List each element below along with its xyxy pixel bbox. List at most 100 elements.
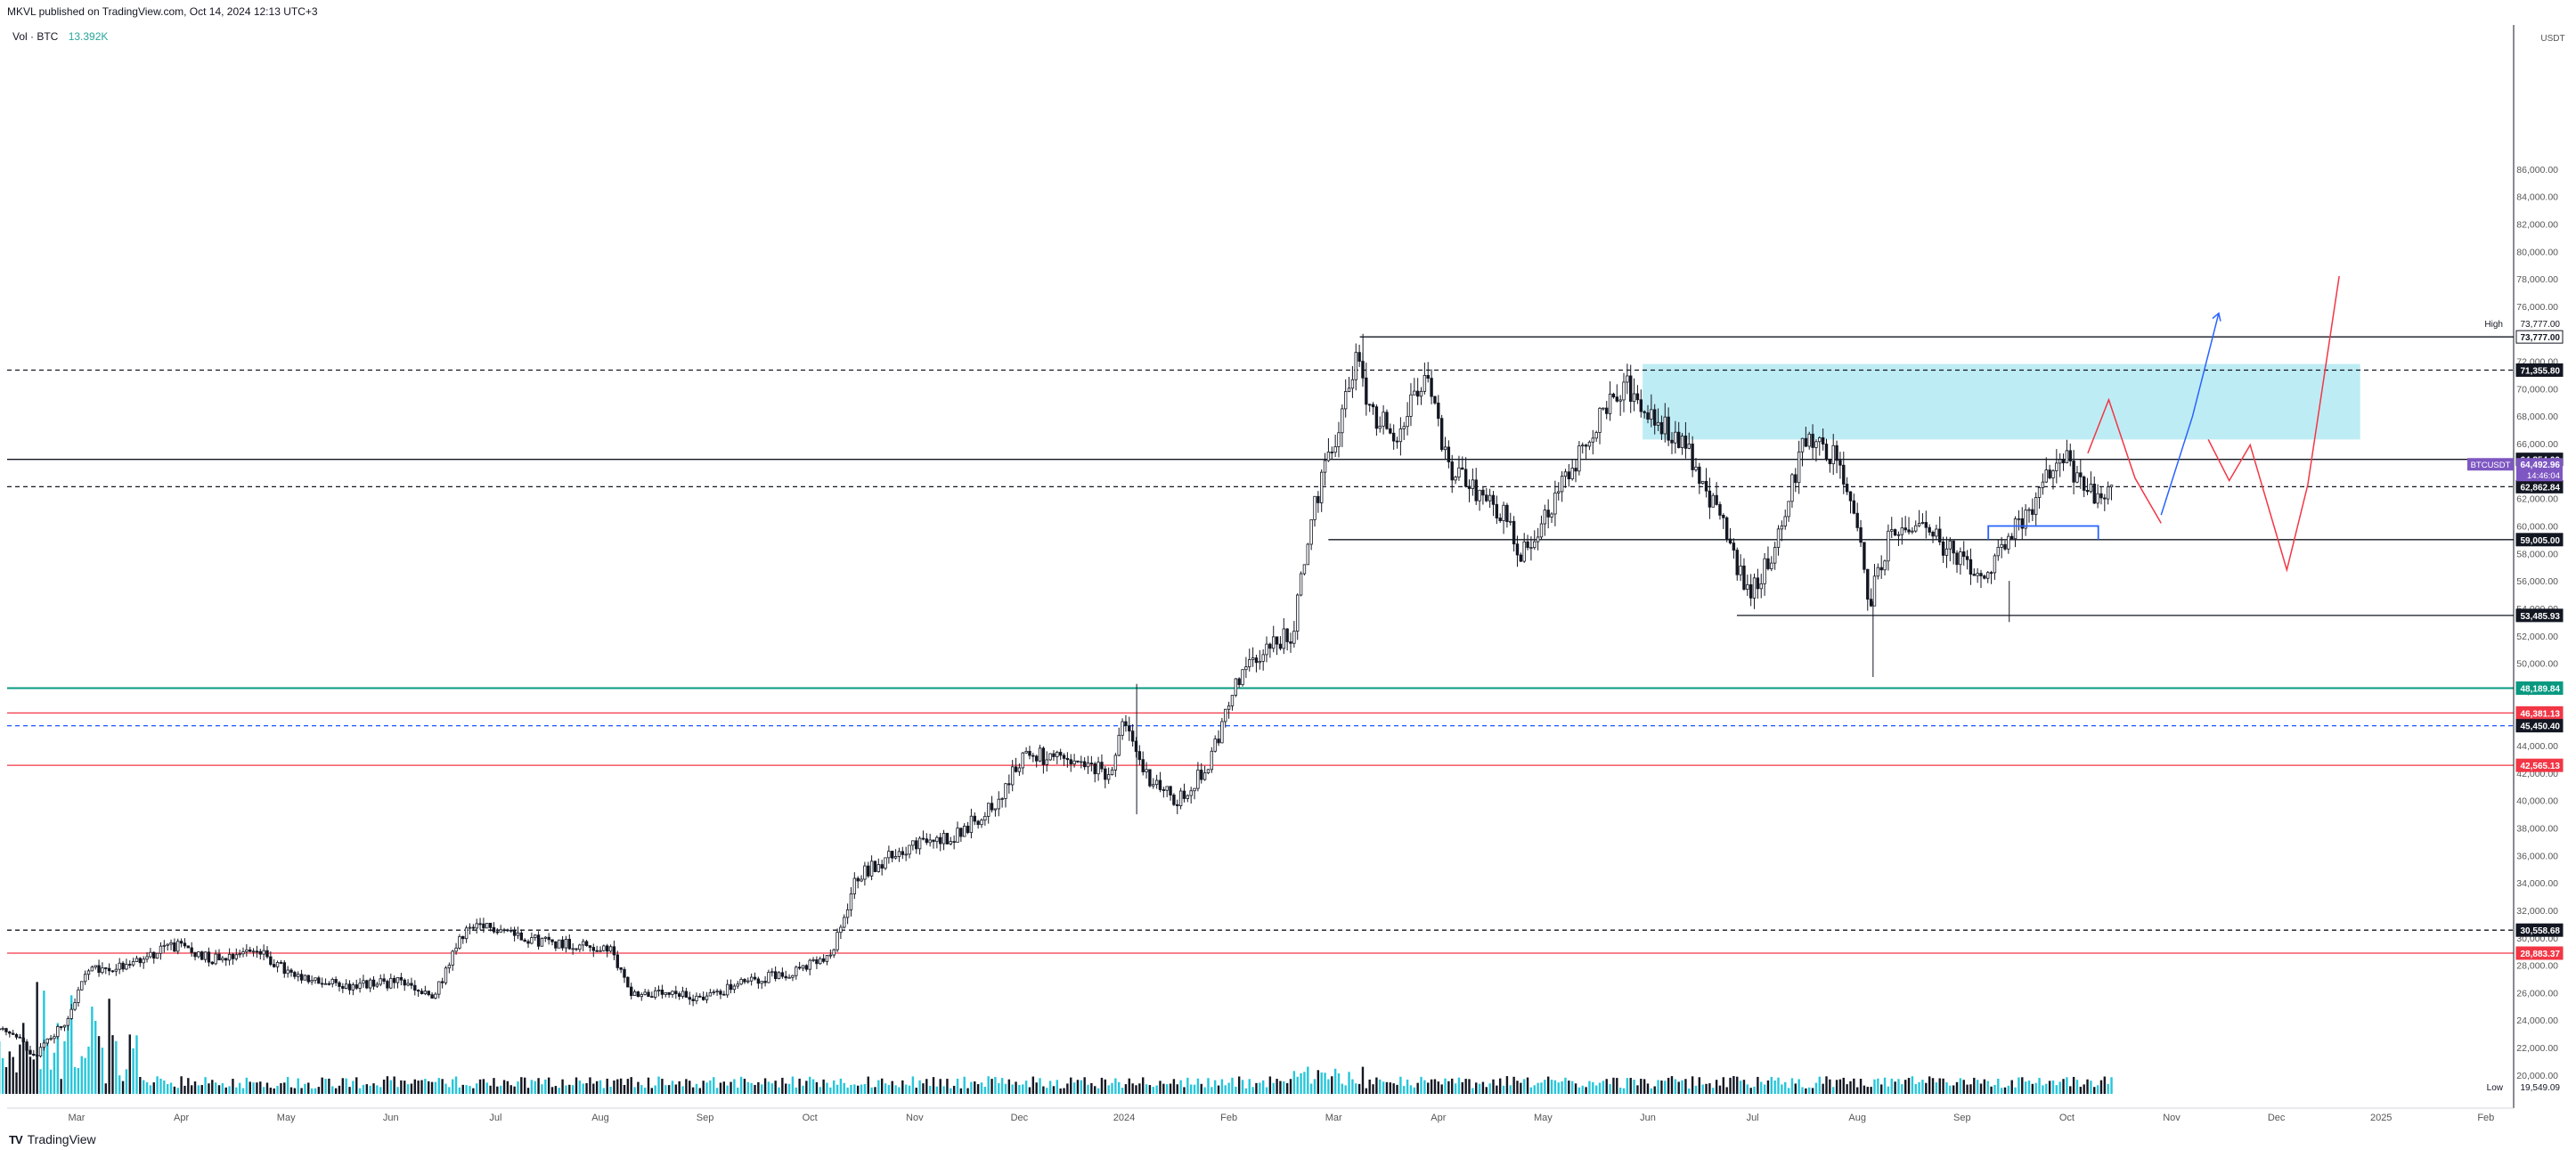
candle-body [608,946,613,952]
volume-bar [345,1078,347,1094]
candle-body [1515,543,1520,556]
candle-body [2017,518,2021,520]
candle-body [427,991,430,996]
volume-bar [630,1077,632,1094]
volume-bar [1403,1086,1406,1094]
volume-bar [400,1080,403,1094]
candle-body [1096,762,1100,775]
candle-body [203,951,208,960]
volume-bar [1618,1087,1622,1094]
candle-body [1824,444,1829,461]
candle-body [1783,516,1787,526]
volume-bar [839,1078,843,1094]
candle-body [1941,541,1945,556]
volume-bar [592,1083,595,1094]
volume-bar [829,1087,832,1094]
volume-bar [482,1079,485,1094]
candle-body [200,951,204,960]
candle-body [2020,518,2024,529]
volume-bar [1629,1078,1632,1094]
candle-body [729,983,733,991]
volume-bar [94,1020,97,1094]
candle-body [1866,568,1870,600]
volume-bar [1626,1078,1629,1094]
volume-bar [1224,1085,1227,1094]
volume-bar [1914,1083,1917,1094]
footer-brand: TV TradingView [9,1132,96,1146]
candle-body [880,864,884,869]
volume-bar [726,1085,729,1094]
candle-body [1454,477,1457,481]
projection-blue-path [2160,313,2220,516]
volume-bar [1931,1078,1935,1094]
candle-body [1299,573,1303,596]
volume-bar [998,1082,1000,1094]
volume-bar [245,1077,249,1094]
volume-bar [1760,1081,1763,1094]
candle-body [468,926,472,929]
volume-bar [1894,1081,1896,1094]
time-tick-label: Oct [2059,1113,2075,1123]
candle-body [238,953,241,956]
volume-bar [1537,1082,1539,1094]
volume-bar [1121,1088,1124,1094]
volume-bar [307,1082,310,1094]
volume-bar [169,1082,173,1094]
candle-body [688,997,691,1000]
candle-body [763,981,767,983]
candle-body [1708,490,1712,508]
candle-body [1463,469,1468,487]
candle-body [1285,628,1289,642]
volume-bar [1825,1076,1828,1094]
candle-body [11,1032,15,1035]
candle-body [45,1038,49,1044]
candle-body [543,936,548,939]
price-tick-label: 80,000.00 [2516,247,2558,257]
candle-body [53,1036,56,1040]
volume-bar [867,1076,869,1094]
candle-body [8,1031,12,1034]
volume-bar [1942,1078,1944,1094]
volume-bar [1261,1080,1265,1094]
volume-bar [1427,1082,1430,1094]
volume-bar [430,1081,434,1094]
volume-bar [1231,1077,1234,1094]
volume-bar [952,1085,956,1094]
volume-bar [1237,1076,1241,1094]
volume-bar [802,1085,804,1094]
drawings-layer [1987,275,2340,573]
volume-bar [1015,1081,1017,1094]
volume-bar [1420,1076,1423,1094]
volume-bar [1276,1079,1278,1094]
volume-bar [115,1040,118,1094]
level-price-tag [2515,608,2564,623]
candle-body [1165,786,1169,791]
candle-body [29,1049,32,1055]
time-tick-label: May [277,1113,296,1123]
volume-bar [935,1086,939,1094]
volume-bar [382,1079,386,1094]
volume-bar [561,1079,564,1094]
candle-body [1505,504,1509,523]
volume-bar [176,1088,179,1094]
candle-body [1200,770,1203,780]
volume-bar [1492,1079,1495,1094]
volume-bar [1313,1079,1317,1094]
candle-body [1522,541,1526,562]
volume-bar [1725,1087,1728,1094]
candle-body [976,820,980,826]
volume-legend[interactable]: Vol · BTC 13.392K [12,30,108,43]
volume-bar [276,1086,279,1094]
volume-bar [2093,1087,2096,1094]
volume-bar [1694,1085,1698,1094]
candle-body [1365,377,1368,405]
candle-body [1498,518,1502,521]
volume-bar [843,1082,845,1094]
candle-body [1193,787,1196,792]
candle-body [2085,490,2090,493]
volume-bar [689,1081,691,1094]
volume-bar [1522,1079,1526,1094]
volume-bar [1907,1078,1911,1094]
volume-bar [1351,1079,1354,1094]
